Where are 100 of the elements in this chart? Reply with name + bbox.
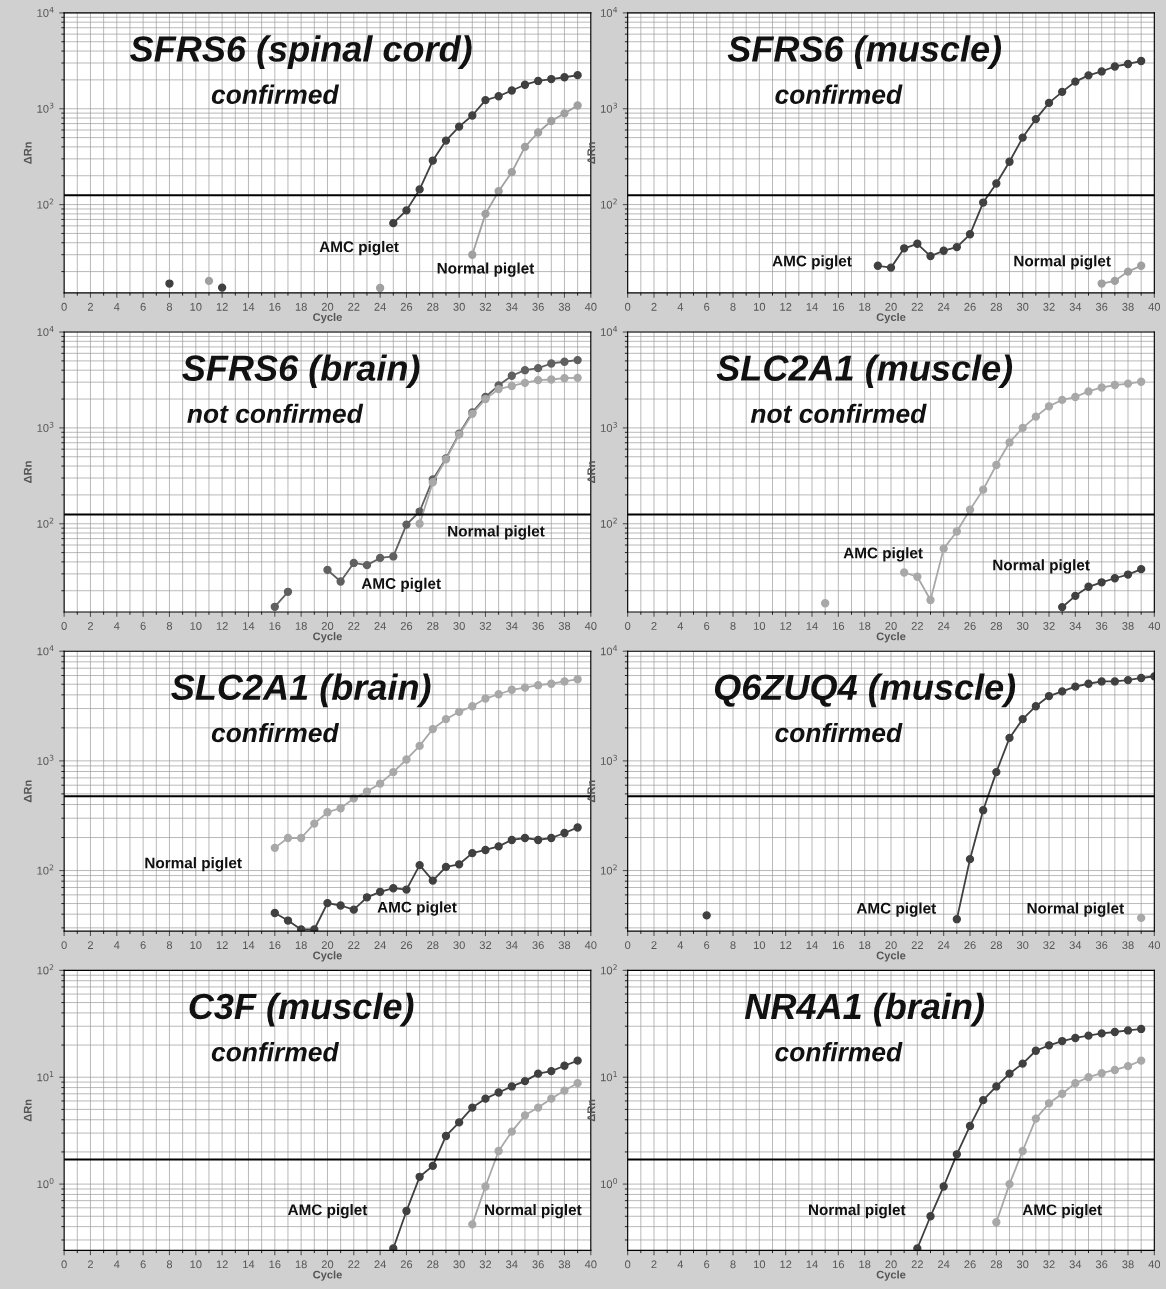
y-tick-label: 10$^{3}$ [37, 102, 54, 113]
x-tick-label: 24 [374, 941, 386, 949]
x-tick-label: 0 [625, 302, 631, 311]
x-tick-label: 0 [61, 941, 67, 950]
x-tick-label: 38 [558, 622, 571, 630]
x-tick-label: 26 [400, 1260, 413, 1269]
x-tick-label: 22 [348, 941, 360, 949]
x-tick-label: 2 [651, 622, 657, 630]
x-tick-label: 32 [479, 941, 492, 950]
y-tick-label: 10$^{2}$ [37, 864, 54, 875]
x-tick-label: 24 [938, 622, 950, 630]
x-tick-label: 38 [1122, 622, 1134, 630]
x-tick-label: 22 [348, 302, 360, 311]
x-tick-label: 6 [704, 941, 710, 950]
x-tick-label: 26 [964, 1260, 976, 1269]
x-tick-label: 20 [885, 941, 897, 950]
x-tick-label: 10 [754, 302, 766, 311]
y-tick-label: 10$^{4}$ [601, 645, 618, 656]
text: SFRS6 (muscle) [727, 35, 1002, 69]
annotation: Normal piglet [485, 1203, 582, 1219]
x-tick-label: 4 [113, 941, 120, 949]
x-axis-title: Cycle [313, 312, 342, 324]
x-tick-label: 12 [780, 941, 792, 949]
x-tick-label: 40 [584, 1260, 597, 1269]
y-tick-label: 10$^{0}$ [601, 1178, 618, 1189]
x-tick-label: 8 [166, 302, 173, 311]
x-tick-label: 8 [730, 302, 736, 311]
text: SFRS6 (brain) [182, 354, 420, 389]
y-tick-label: 10$^{1}$ [601, 1071, 617, 1082]
x-tick-label: 10 [754, 622, 766, 630]
x-axis-title: Cycle [313, 632, 342, 643]
text: confirmed [211, 1042, 340, 1062]
x-tick-label: 14 [243, 302, 255, 311]
annotation: Normal piglet [808, 1203, 906, 1219]
y-tick-label: 10$^{4}$ [37, 6, 54, 17]
x-tick-label: 14 [806, 1260, 818, 1269]
x-tick-label: 20 [321, 1260, 334, 1269]
x-tick-label: 18 [859, 1260, 871, 1269]
y-tick-label: 10$^{4}$ [37, 645, 54, 656]
x-tick-label: 2 [651, 302, 657, 311]
y-tick-label: 10$^{2}$ [37, 198, 54, 209]
x-tick-label: 16 [269, 622, 281, 630]
x-tick-label: 32 [479, 622, 492, 630]
x-tick-label: 2 [651, 941, 657, 949]
annotation: Normal piglet [448, 525, 545, 540]
x-axis-title: Cycle [876, 312, 906, 324]
x-tick-label: 28 [427, 302, 439, 311]
x-tick-label: 24 [374, 622, 386, 630]
x-tick-label: 34 [1069, 622, 1082, 630]
text: SLC2A1 (brain) [171, 673, 431, 708]
x-tick-label: 36 [1095, 302, 1108, 311]
x-tick-label: 34 [506, 622, 518, 630]
x-tick-label: 4 [113, 622, 120, 630]
x-tick-label: 12 [780, 302, 792, 311]
y-axis-title: ΔRn [587, 461, 596, 483]
y-axis-title: ΔRn [23, 142, 32, 164]
x-tick-label: 32 [479, 1260, 492, 1269]
x-tick-label: 34 [506, 302, 518, 311]
y-axis-title: ΔRn [23, 780, 32, 803]
x-tick-label: 16 [833, 302, 845, 311]
x-tick-label: 36 [532, 1260, 544, 1269]
x-tick-label: 18 [295, 941, 307, 950]
x-tick-label: 20 [885, 622, 897, 630]
y-tick-label: 10$^{2}$ [601, 198, 617, 209]
x-tick-label: 0 [61, 622, 67, 630]
x-tick-label: 38 [558, 941, 571, 950]
x-tick-label: 28 [990, 302, 1003, 311]
x-tick-label: 6 [140, 302, 146, 311]
annotation: Normal piglet [1014, 255, 1111, 270]
text: SFRS6 (spinal cord) [130, 35, 472, 69]
y-tick-label: 10$^{2}$ [601, 517, 617, 528]
x-tick-label: 30 [1016, 1260, 1029, 1269]
x-tick-label: 34 [506, 941, 518, 950]
x-tick-label: 4 [677, 302, 684, 311]
y-tick-label: 10$^{4}$ [601, 6, 618, 17]
x-tick-label: 6 [140, 1260, 146, 1269]
x-tick-label: 20 [321, 302, 334, 311]
text: SLC2A1 (muscle) [716, 354, 1013, 389]
x-tick-label: 36 [1095, 1260, 1108, 1269]
x-tick-label: 38 [1122, 302, 1134, 311]
x-tick-label: 14 [806, 622, 818, 630]
y-axis-title: ΔRn [587, 1099, 596, 1122]
x-tick-label: 2 [87, 622, 93, 630]
y-tick-label: 10$^{3}$ [601, 421, 617, 432]
x-tick-label: 14 [243, 622, 255, 630]
y-tick-label: 10$^{0}$ [37, 1178, 54, 1189]
x-tick-label: 0 [625, 1260, 631, 1269]
x-tick-label: 18 [295, 622, 307, 630]
y-axis-title: ΔRn [587, 780, 596, 803]
y-tick-label: 10$^{2}$ [37, 964, 54, 975]
text: confirmed [775, 84, 903, 104]
x-tick-label: 28 [427, 1260, 439, 1269]
x-axis-title: Cycle [876, 632, 906, 643]
y-tick-label: 10$^{4}$ [37, 326, 54, 337]
x-tick-label: 18 [295, 302, 307, 311]
x-tick-label: 40 [1148, 1260, 1161, 1269]
x-tick-label: 6 [704, 622, 710, 630]
x-tick-label: 16 [269, 941, 281, 950]
text: confirmed [211, 84, 340, 104]
x-axis-title: Cycle [313, 1270, 342, 1281]
